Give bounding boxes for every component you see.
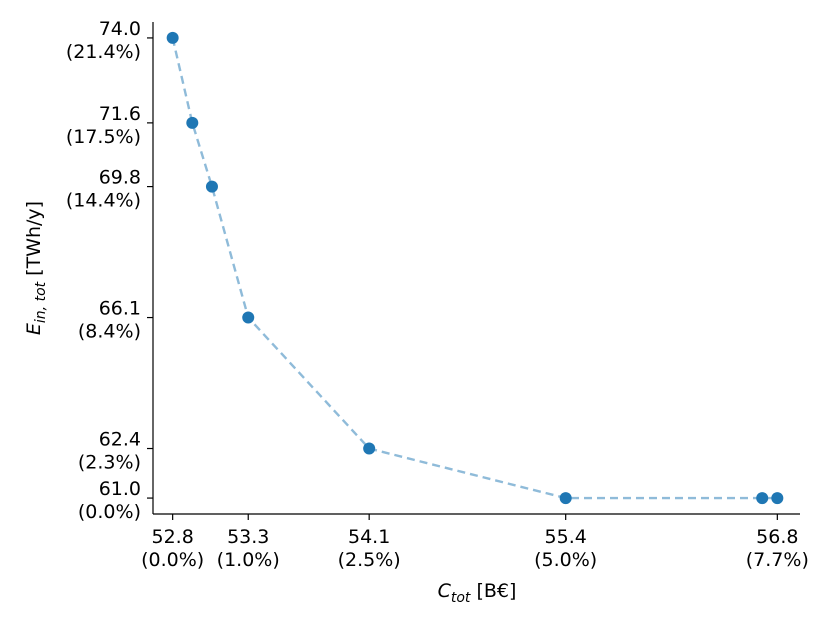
x-axis-label: Ctot [B€]: [438, 580, 517, 606]
x-tick-sublabel: (1.0%): [217, 549, 280, 571]
x-tick-label: 52.8: [151, 526, 193, 548]
ticks: 52.8(0.0%)53.3(1.0%)54.1(2.5%)55.4(5.0%)…: [66, 18, 809, 571]
data-point: [186, 116, 199, 129]
y-tick-sublabel: (8.4%): [78, 321, 141, 343]
pareto-line: [171, 37, 778, 500]
x-tick-label: 54.1: [348, 526, 390, 548]
data-point: [559, 492, 572, 505]
x-tick-label: 56.8: [756, 526, 798, 548]
data-point: [756, 492, 769, 505]
y-tick-sublabel: (17.5%): [66, 126, 141, 148]
x-tick-sublabel: (7.7%): [746, 549, 809, 571]
data-point: [205, 180, 218, 193]
data-point: [363, 442, 376, 455]
y-tick-sublabel: (0.0%): [78, 501, 141, 523]
y-axis-label: Ein, tot [TWh/y]: [23, 201, 49, 335]
y-tick-label: 71.6: [99, 103, 141, 125]
x-tick-sublabel: (5.0%): [534, 549, 597, 571]
y-tick-label: 62.4: [99, 429, 141, 451]
x-tick-label: 55.4: [545, 526, 587, 548]
y-tick-sublabel: (2.3%): [78, 452, 141, 474]
data-point: [166, 31, 179, 44]
data-point: [771, 492, 784, 505]
y-tick-label: 66.1: [99, 298, 141, 320]
x-tick-label: 53.3: [227, 526, 269, 548]
y-tick-sublabel: (14.4%): [66, 190, 141, 212]
data-point: [242, 311, 255, 324]
plot-area: [166, 31, 784, 505]
y-tick-label: 74.0: [99, 18, 141, 40]
y-tick-sublabel: (21.4%): [66, 41, 141, 63]
x-tick-sublabel: (2.5%): [338, 549, 401, 571]
x-tick-sublabel: (0.0%): [141, 549, 204, 571]
y-tick-label: 61.0: [99, 478, 141, 500]
y-tick-label: 69.8: [99, 167, 141, 189]
axes: [152, 22, 800, 515]
